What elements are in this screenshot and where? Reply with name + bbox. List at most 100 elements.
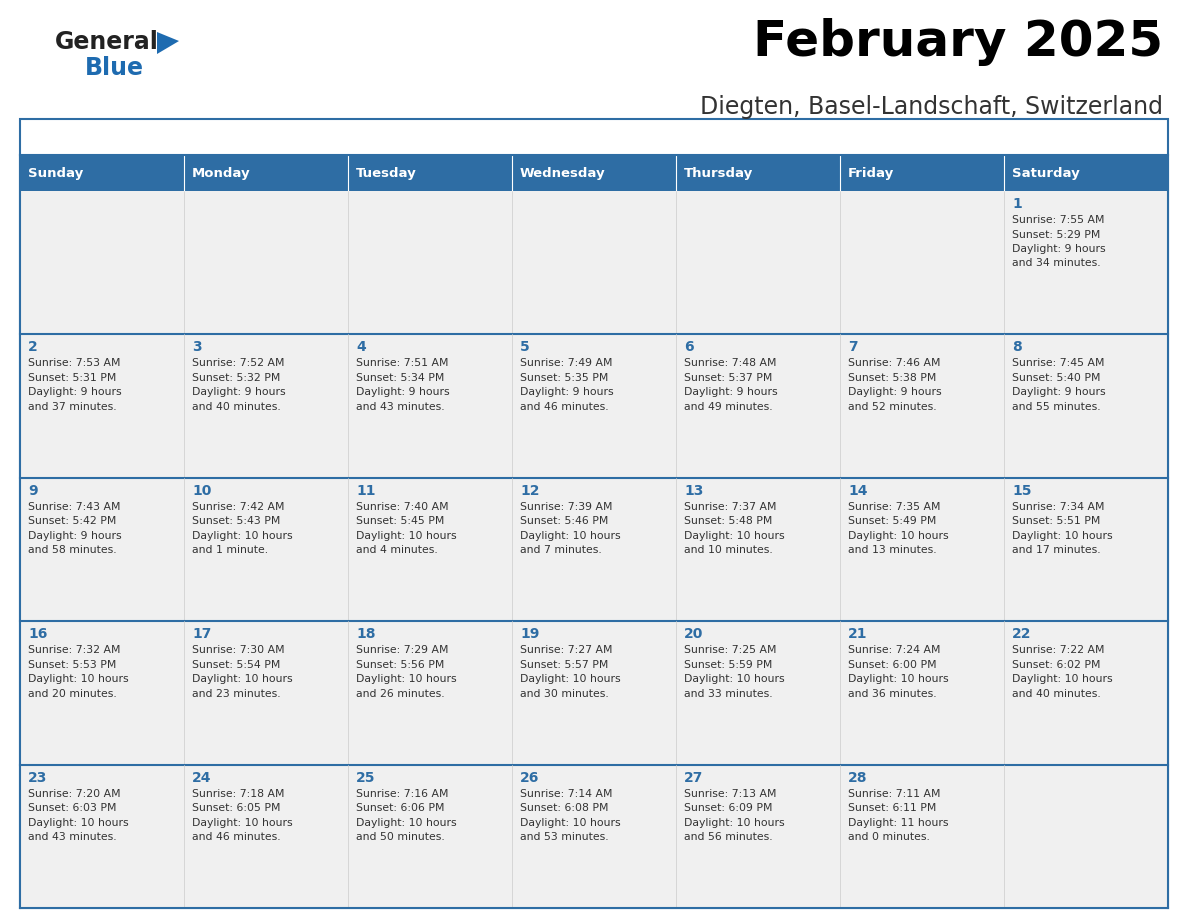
Text: 23: 23 bbox=[29, 770, 48, 785]
Text: Sunset: 5:31 PM: Sunset: 5:31 PM bbox=[29, 373, 116, 383]
Text: 17: 17 bbox=[192, 627, 211, 641]
Text: Sunrise: 7:27 AM: Sunrise: 7:27 AM bbox=[520, 645, 613, 655]
Text: Tuesday: Tuesday bbox=[356, 166, 417, 180]
Text: 10: 10 bbox=[192, 484, 211, 498]
Text: and 33 minutes.: and 33 minutes. bbox=[684, 688, 772, 699]
Bar bbox=[840, 155, 1004, 191]
Text: 8: 8 bbox=[1012, 341, 1022, 354]
Text: Sunrise: 7:11 AM: Sunrise: 7:11 AM bbox=[848, 789, 941, 799]
Text: Sunrise: 7:13 AM: Sunrise: 7:13 AM bbox=[684, 789, 777, 799]
Text: 15: 15 bbox=[1012, 484, 1031, 498]
Text: and 10 minutes.: and 10 minutes. bbox=[684, 545, 772, 555]
Text: 16: 16 bbox=[29, 627, 48, 641]
Text: Daylight: 10 hours: Daylight: 10 hours bbox=[684, 818, 784, 828]
Text: and 40 minutes.: and 40 minutes. bbox=[192, 402, 280, 412]
Bar bbox=[184, 155, 348, 191]
Text: and 56 minutes.: and 56 minutes. bbox=[684, 832, 772, 842]
Text: Sunset: 5:35 PM: Sunset: 5:35 PM bbox=[520, 373, 608, 383]
Text: Daylight: 9 hours: Daylight: 9 hours bbox=[29, 387, 121, 397]
Text: 28: 28 bbox=[848, 770, 867, 785]
Text: and 49 minutes.: and 49 minutes. bbox=[684, 402, 772, 412]
Bar bbox=[512, 155, 676, 191]
Text: Daylight: 10 hours: Daylight: 10 hours bbox=[192, 674, 292, 684]
Text: Sunrise: 7:29 AM: Sunrise: 7:29 AM bbox=[356, 645, 449, 655]
Text: 7: 7 bbox=[848, 341, 858, 354]
Text: 27: 27 bbox=[684, 770, 703, 785]
Text: 14: 14 bbox=[848, 484, 867, 498]
Bar bbox=[1004, 155, 1168, 191]
Text: and 50 minutes.: and 50 minutes. bbox=[356, 832, 444, 842]
Text: Sunrise: 7:35 AM: Sunrise: 7:35 AM bbox=[848, 502, 941, 512]
Text: Daylight: 10 hours: Daylight: 10 hours bbox=[1012, 674, 1113, 684]
Text: Sunset: 6:00 PM: Sunset: 6:00 PM bbox=[848, 660, 936, 670]
Text: Daylight: 10 hours: Daylight: 10 hours bbox=[520, 818, 620, 828]
Text: 25: 25 bbox=[356, 770, 375, 785]
Text: Daylight: 10 hours: Daylight: 10 hours bbox=[192, 818, 292, 828]
Text: Sunrise: 7:22 AM: Sunrise: 7:22 AM bbox=[1012, 645, 1105, 655]
Text: Daylight: 9 hours: Daylight: 9 hours bbox=[29, 531, 121, 541]
Text: and 55 minutes.: and 55 minutes. bbox=[1012, 402, 1100, 412]
Bar bbox=[20, 334, 1168, 477]
Text: Wednesday: Wednesday bbox=[520, 166, 606, 180]
Text: Daylight: 9 hours: Daylight: 9 hours bbox=[848, 387, 942, 397]
Text: 3: 3 bbox=[192, 341, 202, 354]
Bar bbox=[20, 119, 1168, 908]
Text: Sunday: Sunday bbox=[29, 166, 83, 180]
Text: Sunrise: 7:49 AM: Sunrise: 7:49 AM bbox=[520, 358, 613, 368]
Text: Sunrise: 7:40 AM: Sunrise: 7:40 AM bbox=[356, 502, 449, 512]
Text: Thursday: Thursday bbox=[684, 166, 753, 180]
Text: Sunrise: 7:39 AM: Sunrise: 7:39 AM bbox=[520, 502, 613, 512]
Text: Sunrise: 7:53 AM: Sunrise: 7:53 AM bbox=[29, 358, 120, 368]
Polygon shape bbox=[157, 32, 179, 54]
Text: and 1 minute.: and 1 minute. bbox=[192, 545, 268, 555]
Text: Sunset: 5:48 PM: Sunset: 5:48 PM bbox=[684, 516, 772, 526]
Text: Sunset: 5:49 PM: Sunset: 5:49 PM bbox=[848, 516, 936, 526]
Text: Sunset: 5:56 PM: Sunset: 5:56 PM bbox=[356, 660, 444, 670]
Text: Friday: Friday bbox=[848, 166, 895, 180]
Text: Sunset: 6:02 PM: Sunset: 6:02 PM bbox=[1012, 660, 1100, 670]
Text: Daylight: 9 hours: Daylight: 9 hours bbox=[192, 387, 285, 397]
Text: 19: 19 bbox=[520, 627, 539, 641]
Text: Sunrise: 7:46 AM: Sunrise: 7:46 AM bbox=[848, 358, 941, 368]
Text: Daylight: 10 hours: Daylight: 10 hours bbox=[684, 531, 784, 541]
Text: Sunset: 6:08 PM: Sunset: 6:08 PM bbox=[520, 803, 608, 813]
Text: Sunset: 6:03 PM: Sunset: 6:03 PM bbox=[29, 803, 116, 813]
Text: 6: 6 bbox=[684, 341, 694, 354]
Text: Sunset: 5:46 PM: Sunset: 5:46 PM bbox=[520, 516, 608, 526]
Text: Sunrise: 7:52 AM: Sunrise: 7:52 AM bbox=[192, 358, 284, 368]
Text: Sunrise: 7:25 AM: Sunrise: 7:25 AM bbox=[684, 645, 777, 655]
Text: Sunset: 6:09 PM: Sunset: 6:09 PM bbox=[684, 803, 772, 813]
Text: Sunset: 5:38 PM: Sunset: 5:38 PM bbox=[848, 373, 936, 383]
Text: Sunrise: 7:45 AM: Sunrise: 7:45 AM bbox=[1012, 358, 1105, 368]
Text: Sunrise: 7:37 AM: Sunrise: 7:37 AM bbox=[684, 502, 777, 512]
Text: and 40 minutes.: and 40 minutes. bbox=[1012, 688, 1101, 699]
Text: and 26 minutes.: and 26 minutes. bbox=[356, 688, 444, 699]
Text: Sunset: 5:53 PM: Sunset: 5:53 PM bbox=[29, 660, 116, 670]
Text: Diegten, Basel-Landschaft, Switzerland: Diegten, Basel-Landschaft, Switzerland bbox=[700, 95, 1163, 119]
Text: Sunrise: 7:55 AM: Sunrise: 7:55 AM bbox=[1012, 215, 1105, 225]
Text: Sunrise: 7:51 AM: Sunrise: 7:51 AM bbox=[356, 358, 449, 368]
Text: and 20 minutes.: and 20 minutes. bbox=[29, 688, 116, 699]
Text: Sunset: 5:54 PM: Sunset: 5:54 PM bbox=[192, 660, 280, 670]
Text: Sunrise: 7:18 AM: Sunrise: 7:18 AM bbox=[192, 789, 284, 799]
Text: and 46 minutes.: and 46 minutes. bbox=[520, 402, 608, 412]
Bar bbox=[20, 765, 1168, 908]
Text: 21: 21 bbox=[848, 627, 867, 641]
Text: and 52 minutes.: and 52 minutes. bbox=[848, 402, 936, 412]
Text: Daylight: 9 hours: Daylight: 9 hours bbox=[684, 387, 778, 397]
Text: Sunrise: 7:48 AM: Sunrise: 7:48 AM bbox=[684, 358, 777, 368]
Text: Sunrise: 7:16 AM: Sunrise: 7:16 AM bbox=[356, 789, 449, 799]
Text: and 46 minutes.: and 46 minutes. bbox=[192, 832, 280, 842]
Text: Sunset: 5:40 PM: Sunset: 5:40 PM bbox=[1012, 373, 1100, 383]
Text: 1: 1 bbox=[1012, 197, 1022, 211]
Text: Daylight: 11 hours: Daylight: 11 hours bbox=[848, 818, 948, 828]
Text: February 2025: February 2025 bbox=[753, 18, 1163, 66]
Text: and 30 minutes.: and 30 minutes. bbox=[520, 688, 608, 699]
Text: 9: 9 bbox=[29, 484, 38, 498]
Text: and 17 minutes.: and 17 minutes. bbox=[1012, 545, 1100, 555]
Text: and 58 minutes.: and 58 minutes. bbox=[29, 545, 116, 555]
Text: 5: 5 bbox=[520, 341, 530, 354]
Text: Daylight: 10 hours: Daylight: 10 hours bbox=[356, 674, 456, 684]
Text: Sunset: 5:32 PM: Sunset: 5:32 PM bbox=[192, 373, 280, 383]
Text: Daylight: 10 hours: Daylight: 10 hours bbox=[1012, 531, 1113, 541]
